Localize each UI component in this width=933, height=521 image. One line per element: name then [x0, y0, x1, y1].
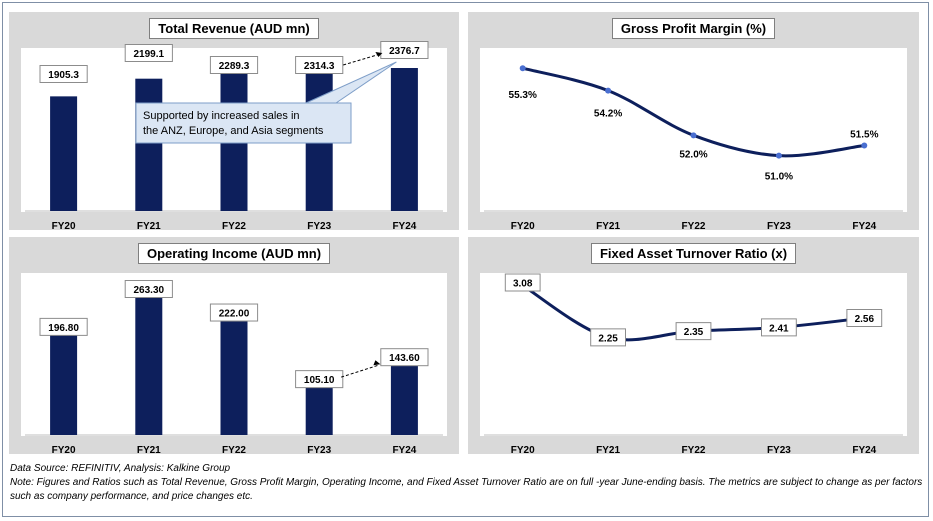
revenue-trend-arrow-head	[375, 52, 383, 57]
gross-margin-xtick-fy20: FY20	[511, 221, 535, 232]
asset-turnover-value-label-fy24: 2.56	[855, 314, 875, 325]
revenue-value-label-fy22: 2289.3	[219, 61, 250, 72]
operating-income-xtick-fy24: FY24	[392, 445, 416, 456]
asset-turnover-value-label-fy22-box	[675, 322, 712, 341]
revenue-callout-text-line-1: Supported by increased sales in	[143, 110, 300, 122]
operating-income-chart-panel: FY20 FY21 FY22 FY23 FY24 196.80 263.30 222.00 10…	[9, 237, 459, 456]
revenue-xtick-fy20: FY20	[52, 221, 76, 232]
gross-margin-value-label-fy21: 54.2%	[594, 109, 622, 120]
asset-turnover-xtick-fy24: FY24	[852, 445, 876, 456]
operating-income-value-label-fy23-box	[295, 370, 344, 389]
revenue-chart-title: Total Revenue (AUD mn)	[149, 18, 319, 39]
operating-income-value-label-fy20-box	[39, 317, 88, 336]
asset-turnover-chart-title: Fixed Asset Turnover Ratio (x)	[590, 243, 797, 264]
revenue-value-label-fy20-box	[39, 65, 88, 83]
asset-turnover-value-label-fy20-box	[504, 273, 541, 292]
operating-income-plot-area: FY20 FY21 FY22 FY23 FY24 196.80 263.30 222.00 10…	[21, 273, 447, 456]
gross-margin-plot-area: FY20 FY21 FY22 FY23 FY24 55.3% 54.2% 52.0% 51.0%…	[480, 48, 907, 232]
revenue-value-label-fy21-box	[124, 44, 173, 62]
gross-margin-xtick-fy22: FY22	[682, 221, 706, 232]
gross-margin-xtick-fy23: FY23	[767, 221, 791, 232]
revenue-bar-fy24	[390, 68, 418, 211]
revenue-xtick-fy22: FY22	[222, 221, 246, 232]
asset-turnover-chart: FY20 FY21 FY22 FY23 FY24 3.08 2.25 2.35 2.41 2.56	[484, 273, 903, 456]
revenue-value-label-fy24: 2376.7	[389, 46, 420, 57]
operating-income-value-label-fy23: 105.10	[304, 375, 335, 386]
disclaimer-note-line-1: Note: Figures and Ratios such as Total R…	[10, 477, 923, 488]
gross-margin-point-fy21	[605, 87, 612, 94]
revenue-chart: FY20 FY21 FY22 FY23 FY24 1905.3 2199.1 2289.3 23…	[25, 41, 443, 232]
gross-margin-chart: FY20 FY21 FY22 FY23 FY24 55.3% 54.2% 52.0% 51.0%…	[484, 65, 903, 232]
gross-margin-point-fy22	[690, 132, 697, 139]
operating-income-value-label-fy20: 196.80	[48, 323, 79, 334]
gross-margin-value-label-fy20: 55.3%	[509, 90, 537, 101]
operating-income-bar-fy20	[50, 322, 78, 435]
revenue-callout-text-line-2: the ANZ, Europe, and Asia segments	[143, 125, 324, 137]
revenue-bar-fy21	[135, 78, 163, 211]
data-source-note: Data Source: REFINITIV, Analysis: Kalkin…	[10, 463, 231, 474]
operating-income-chart: FY20 FY21 FY22 FY23 FY24 196.80 263.30 222.00 10…	[25, 280, 443, 456]
asset-turnover-value-label-fy23: 2.41	[769, 323, 789, 334]
revenue-xtick-fy23: FY23	[307, 221, 331, 232]
operating-income-xtick-fy21: FY21	[137, 445, 161, 456]
asset-turnover-value-label-fy21-box	[590, 328, 626, 347]
operating-income-xtick-fy22: FY22	[222, 445, 246, 456]
gross-margin-point-fy23	[775, 152, 782, 159]
asset-turnover-plot-area: FY20 FY21 FY22 FY23 FY24 3.08 2.25 2.35 2.41 2.56	[480, 273, 907, 456]
asset-turnover-xtick-fy21: FY21	[596, 445, 620, 456]
gross-margin-chart-title: Gross Profit Margin (%)	[611, 18, 776, 39]
gross-margin-value-label-fy23: 51.0%	[765, 172, 793, 183]
asset-turnover-chart-panel: FY20 FY21 FY22 FY23 FY24 3.08 2.25 2.35 2.41 2.56…	[468, 237, 919, 456]
operating-income-trend-arrow	[341, 364, 379, 378]
gross-margin-value-label-fy24: 51.5%	[850, 130, 878, 141]
asset-turnover-value-label-fy20: 3.08	[513, 279, 533, 290]
revenue-value-label-fy24-box	[380, 41, 429, 59]
asset-turnover-xtick-fy23: FY23	[767, 445, 791, 456]
asset-turnover-value-label-fy23-box	[761, 318, 797, 337]
asset-turnover-value-label-fy22: 2.35	[684, 327, 704, 338]
operating-income-value-label-fy24-box	[380, 348, 429, 367]
operating-income-bar-fy21	[135, 285, 163, 435]
operating-income-bar-fy22	[220, 308, 248, 435]
revenue-value-label-fy21: 2199.1	[134, 49, 165, 60]
revenue-xtick-fy21: FY21	[137, 221, 161, 232]
revenue-chart-panel: FY20 FY21 FY22 FY23 FY24 1905.3 2199.1 2289.3 23…	[9, 12, 459, 232]
revenue-value-label-fy20: 1905.3	[48, 70, 79, 81]
asset-turnover-value-label-fy21: 2.25	[598, 333, 618, 344]
operating-income-chart-title: Operating Income (AUD mn)	[137, 243, 331, 264]
operating-income-value-label-fy21-box	[124, 280, 173, 298]
operating-income-value-label-fy21: 263.30	[134, 285, 165, 296]
revenue-value-label-fy23-box	[295, 56, 344, 74]
gross-margin-point-fy24	[861, 142, 868, 149]
gross-margin-xtick-fy21: FY21	[596, 221, 620, 232]
revenue-callout-box	[135, 102, 352, 144]
revenue-trend-arrow	[343, 53, 381, 66]
revenue-xtick-fy24: FY24	[392, 221, 416, 232]
asset-turnover-value-label-fy24-box	[846, 309, 883, 327]
gross-margin-value-label-fy22: 52.0%	[679, 149, 707, 160]
revenue-plot-area: FY20 FY21 FY22 FY23 FY24 1905.3 2199.1 2289.3 23…	[21, 41, 447, 232]
asset-turnover-xtick-fy20: FY20	[511, 445, 535, 456]
operating-income-value-label-fy22: 222.00	[219, 309, 250, 320]
revenue-value-label-fy23: 2314.3	[304, 61, 335, 72]
asset-turnover-xtick-fy22: FY22	[682, 445, 706, 456]
gross-margin-chart-panel: FY20 FY21 FY22 FY23 FY24 55.3% 54.2% 52.0% 51.0%…	[468, 12, 919, 232]
operating-income-value-label-fy24: 143.60	[389, 353, 420, 364]
gross-margin-xtick-fy24: FY24	[852, 221, 876, 232]
revenue-bar-fy20	[50, 96, 78, 211]
disclaimer-note-line-2: such as company performance, and price c…	[10, 491, 253, 502]
gross-margin-point-fy20	[519, 65, 526, 72]
operating-income-xtick-fy20: FY20	[52, 445, 76, 456]
operating-income-bar-fy24	[390, 353, 418, 435]
gross-margin-series-line	[522, 66, 865, 158]
revenue-value-label-fy22-box	[209, 56, 259, 74]
operating-income-xtick-fy23: FY23	[307, 445, 331, 456]
operating-income-trend-arrow-head	[373, 360, 381, 366]
operating-income-value-label-fy22-box	[209, 303, 259, 322]
